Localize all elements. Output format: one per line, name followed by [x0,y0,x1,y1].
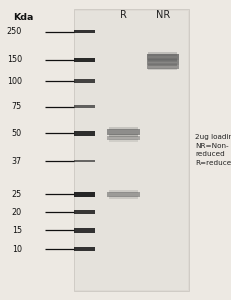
Text: 2ug loading
NR=Non-
reduced
R=reduced: 2ug loading NR=Non- reduced R=reduced [195,134,231,166]
Text: 20: 20 [12,208,22,217]
Bar [148,52,177,56]
Text: R: R [120,11,127,20]
Bar [148,64,177,66]
Text: Kda: Kda [13,14,33,22]
Bar [107,192,140,197]
Text: 250: 250 [7,27,22,36]
Bar [109,190,138,193]
Bar [148,58,177,62]
Bar [109,134,138,137]
Bar [109,139,138,142]
Bar [75,11,188,290]
Text: 50: 50 [12,129,22,138]
Bar [74,58,95,62]
Bar [109,196,138,199]
Bar [74,30,95,33]
Text: 75: 75 [12,102,22,111]
Bar [74,9,189,291]
Bar [147,60,179,64]
Bar [74,228,95,233]
Bar [107,129,140,135]
Text: 10: 10 [12,244,22,253]
Bar [74,192,95,197]
Bar [74,160,95,162]
Text: 150: 150 [7,56,22,64]
Bar [109,127,138,130]
Bar [74,210,95,214]
Bar [148,59,177,61]
Bar [147,65,179,69]
Text: 15: 15 [12,226,22,235]
Bar [107,136,140,140]
Bar [109,134,138,137]
Bar [74,105,95,108]
Text: 100: 100 [7,76,22,85]
Text: 37: 37 [12,157,22,166]
Text: 25: 25 [12,190,22,199]
Bar [148,64,177,66]
Bar [74,79,95,83]
Bar [147,54,179,60]
Text: NR: NR [156,11,170,20]
Bar [148,68,177,70]
Bar [74,247,95,251]
Bar [74,131,95,136]
